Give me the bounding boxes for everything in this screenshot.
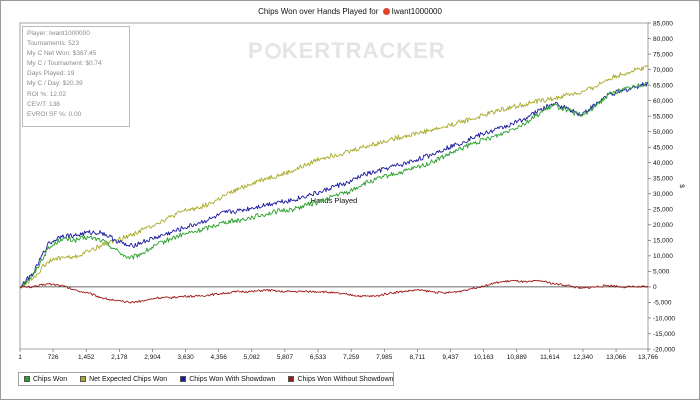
x-tick-label: 4,356 (211, 354, 228, 361)
right-axis-marker: $ (678, 184, 685, 188)
y-tick-label: 5,000 (653, 269, 670, 276)
legend-item[interactable]: Net Expected Chips Won (80, 376, 167, 383)
y-tick-label: 65,000 (653, 82, 673, 89)
series-line (19, 279, 649, 304)
x-tick-label: 10,889 (507, 354, 527, 361)
stat-line: Tournaments: 523 (27, 40, 80, 48)
series-line (19, 81, 649, 288)
y-tick-label: 0 (653, 284, 657, 291)
poker-chip-icon (264, 43, 281, 59)
legend-label: Chips Won With Showdown (189, 375, 276, 383)
y-tick-label: 70,000 (653, 67, 673, 74)
x-tick-label: 8,711 (409, 354, 425, 361)
y-tick-label: 80,000 (653, 36, 673, 43)
x-tick-label: 1 (18, 354, 22, 361)
y-tick-label: 60,000 (653, 98, 673, 105)
x-axis-title: Hands Played (311, 196, 358, 205)
pokertracker-watermark: P KERTRACKER (248, 38, 446, 64)
legend-label: Net Expected Chips Won (89, 375, 168, 383)
x-tick-label: 13,766 (638, 354, 658, 361)
watermark-text: P (248, 38, 264, 63)
x-tick-label: 3,630 (177, 354, 194, 361)
x-tick-label: 12,340 (573, 354, 593, 361)
x-tick-label: 6,533 (310, 354, 327, 361)
x-tick-label: 9,437 (442, 354, 459, 361)
y-tick-label: 40,000 (653, 160, 673, 167)
y-tick-label: 30,000 (653, 191, 673, 198)
stat-line: CEV/T: 138 (27, 100, 60, 108)
y-tick-label: -10,000 (653, 315, 675, 322)
stat-line: My C / Tournament: $0.74 (27, 60, 102, 68)
pokertracker-icon (382, 8, 390, 15)
chart-title: Chips Won over Hands Played for Iwant100… (0, 7, 700, 16)
legend-item[interactable]: Chips Won With Showdown (180, 376, 275, 383)
stat-line: My C Net Won: $387.45 (27, 50, 97, 58)
y-tick-label: 85,000 (653, 20, 673, 27)
x-tick-label: 726 (48, 354, 59, 361)
x-tick-label: 2,904 (144, 354, 161, 361)
stat-line: Days Played: 19 (27, 70, 75, 78)
legend-item[interactable]: Chips Won Without Showdown (288, 376, 393, 383)
x-tick-label: 13,066 (606, 354, 626, 361)
x-tick-label: 5,082 (244, 354, 261, 361)
x-tick-label: 7,259 (343, 354, 360, 361)
series-line (19, 82, 649, 289)
legend-label: Chips Won Without Showdown (297, 375, 394, 383)
series-line (19, 65, 649, 288)
y-tick-label: 55,000 (653, 113, 673, 120)
y-tick-label: 25,000 (653, 207, 673, 214)
legend-swatch (24, 376, 30, 382)
legend-swatch (288, 376, 295, 382)
y-tick-label: -5,000 (653, 300, 672, 307)
x-tick-label: 11,614 (540, 354, 560, 361)
y-tick-label: -20,000 (653, 346, 675, 353)
stat-line: ROI %: 12.02 (27, 90, 67, 98)
x-tick-label: 1,452 (78, 354, 95, 361)
y-tick-label: 50,000 (653, 129, 673, 136)
y-tick-label: -15,000 (653, 331, 675, 338)
plot-border (19, 22, 649, 350)
y-tick-label: 35,000 (653, 176, 673, 183)
y-tick-label: 20,000 (653, 222, 673, 229)
watermark-text: KERTRACKER (281, 38, 446, 63)
chart-legend[interactable]: Chips Won Net Expected Chips Won Chips Won… (18, 372, 394, 386)
y-tick-label: 45,000 (653, 144, 673, 151)
stat-line: Player: Iwant1000000 (27, 30, 90, 37)
legend-item[interactable]: Chips Won (24, 376, 67, 383)
stat-line: My C / Day: $20.39 (27, 80, 83, 88)
legend-swatch (180, 376, 187, 382)
legend-swatch (80, 376, 87, 382)
x-tick-label: 2,178 (111, 354, 128, 361)
legend-label: Chips Won (33, 375, 68, 383)
chart-title-text: Chips Won over Hands Played for (258, 7, 379, 16)
y-tick-label: 10,000 (653, 253, 673, 260)
y-tick-label: 75,000 (653, 51, 673, 58)
x-tick-label: 5,807 (277, 354, 294, 361)
x-tick-label: 7,985 (376, 354, 393, 361)
stat-line: EVROI SF %: 0.00 (27, 110, 82, 118)
x-tick-label: 10,163 (474, 354, 494, 361)
y-tick-label: 15,000 (653, 238, 673, 245)
chart-title-player: Iwant1000000 (391, 7, 442, 16)
stats-box: Player: Iwant1000000 Tournaments: 523 My C… (22, 26, 130, 127)
